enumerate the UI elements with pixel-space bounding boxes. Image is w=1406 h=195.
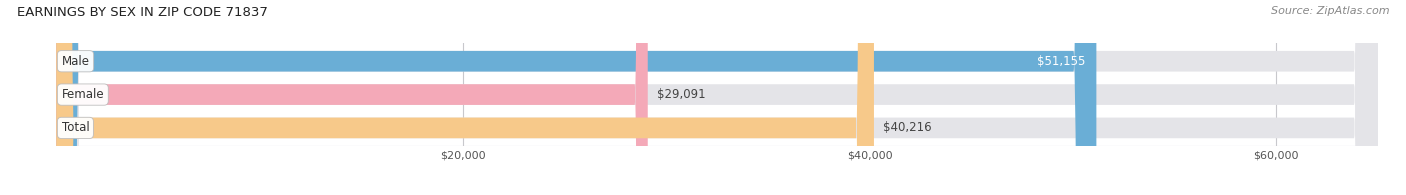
Text: EARNINGS BY SEX IN ZIP CODE 71837: EARNINGS BY SEX IN ZIP CODE 71837 bbox=[17, 6, 267, 19]
Text: Source: ZipAtlas.com: Source: ZipAtlas.com bbox=[1271, 6, 1389, 16]
FancyBboxPatch shape bbox=[56, 0, 1378, 195]
Text: Female: Female bbox=[62, 88, 104, 101]
Text: Total: Total bbox=[62, 121, 89, 134]
FancyBboxPatch shape bbox=[56, 0, 1378, 195]
Text: $51,155: $51,155 bbox=[1038, 55, 1085, 68]
FancyBboxPatch shape bbox=[56, 0, 1097, 195]
Text: Male: Male bbox=[62, 55, 90, 68]
FancyBboxPatch shape bbox=[56, 0, 875, 195]
Text: $29,091: $29,091 bbox=[657, 88, 706, 101]
FancyBboxPatch shape bbox=[56, 0, 648, 195]
FancyBboxPatch shape bbox=[56, 0, 1378, 195]
Text: $40,216: $40,216 bbox=[883, 121, 932, 134]
